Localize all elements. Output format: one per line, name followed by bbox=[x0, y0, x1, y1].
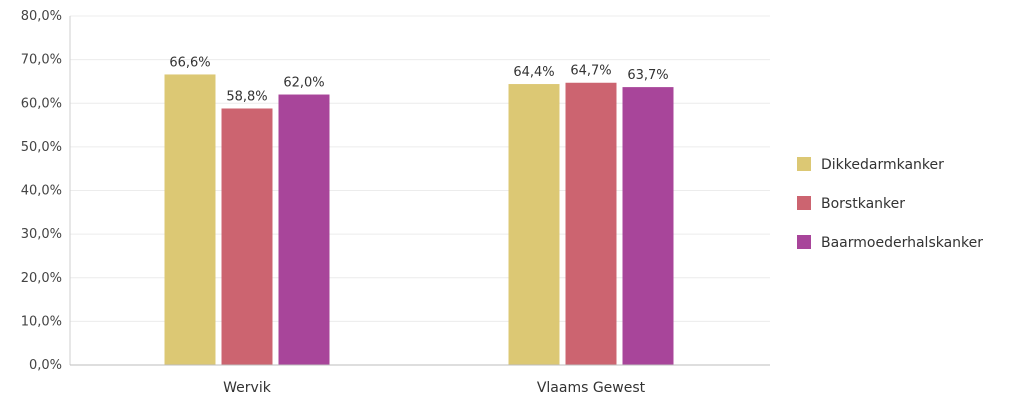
data-label: 63,7% bbox=[627, 68, 668, 83]
x-axis: Wervik Vlaams Gewest bbox=[70, 364, 770, 396]
legend-label: Dikkedarmkanker bbox=[821, 157, 944, 173]
bar bbox=[278, 94, 330, 366]
data-label: 66,6% bbox=[169, 55, 210, 70]
legend-item: Baarmoederhalskanker bbox=[797, 235, 983, 251]
y-tick-label: 10,0% bbox=[21, 314, 62, 329]
y-tick-label: 30,0% bbox=[21, 227, 62, 242]
y-tick-label: 40,0% bbox=[21, 184, 62, 199]
bar bbox=[565, 82, 617, 365]
legend-item: Borstkanker bbox=[797, 196, 905, 212]
x-category-label: Vlaams Gewest bbox=[537, 380, 646, 396]
legend-swatch bbox=[797, 196, 811, 210]
legend-item: Dikkedarmkanker bbox=[797, 157, 944, 173]
legend-label: Baarmoederhalskanker bbox=[821, 235, 983, 251]
bar bbox=[508, 84, 560, 366]
data-label: 64,7% bbox=[570, 64, 611, 79]
legend: Dikkedarmkanker Borstkanker Baarmoederhals… bbox=[797, 157, 983, 251]
y-tick-label: 70,0% bbox=[21, 53, 62, 68]
bar bbox=[622, 87, 674, 365]
legend-label: Borstkanker bbox=[821, 196, 905, 212]
data-label: 64,4% bbox=[513, 65, 554, 80]
data-label: 62,0% bbox=[283, 76, 324, 91]
y-tick-label: 50,0% bbox=[21, 140, 62, 155]
legend-swatch bbox=[797, 157, 811, 171]
x-category-label: Wervik bbox=[223, 380, 272, 396]
y-tick-label: 20,0% bbox=[21, 271, 62, 286]
legend-swatch bbox=[797, 235, 811, 249]
y-tick-label: 60,0% bbox=[21, 96, 62, 111]
data-label: 58,8% bbox=[226, 89, 267, 104]
y-tick-label: 0,0% bbox=[29, 358, 62, 373]
y-axis: 0,0% 10,0% 20,0% 30,0% 40,0% 50,0% 60,0% 70,0% 8… bbox=[21, 9, 71, 373]
bars: 66,6% 58,8% 62,0% 64,4% 64,7% 63,7% bbox=[164, 55, 674, 366]
y-tick-label: 80,0% bbox=[21, 9, 62, 24]
bar bbox=[221, 108, 273, 366]
bar bbox=[164, 74, 216, 366]
